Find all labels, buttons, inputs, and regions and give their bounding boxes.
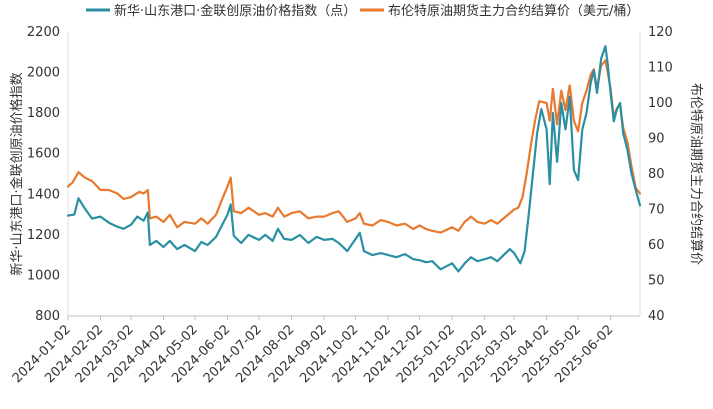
y-axis-left-title: 新华·山东港口·金联创原油价格指数 <box>9 72 25 275</box>
y-left-tick-label: 1800 <box>27 106 60 121</box>
y-left-tick-label: 1000 <box>27 268 60 283</box>
y-right-tick-label: 110 <box>648 61 673 76</box>
y-right-tick-label: 60 <box>648 238 665 253</box>
y-axis-right-title: 布伦特原油期货主力合约结算价 <box>688 83 704 265</box>
y-right-tick-label: 40 <box>648 309 665 324</box>
y-right-tick-label: 100 <box>648 96 673 111</box>
axes <box>67 32 641 317</box>
y-left-tick-label: 1600 <box>27 147 60 162</box>
series-line-brent <box>66 59 642 234</box>
y-left-tick-label: 800 <box>35 309 60 324</box>
y-left-tick-label: 2000 <box>27 66 60 81</box>
legend-label-brent: 布伦特原油期货主力合约结算价（美元/桶） <box>388 3 639 19</box>
y-right-tick-label: 120 <box>648 25 673 40</box>
y-right-tick-label: 50 <box>648 274 665 289</box>
x-axis-ticks: 2024-01-022024-02-022024-03-022024-04-02… <box>10 316 616 386</box>
y-axis-right-ticks: 40 50 60 70 80 90 100 110 120 <box>648 25 673 324</box>
series-layer <box>66 45 642 273</box>
y-axis-left-ticks: 800 1000 1200 1400 1600 1800 2000 2200 <box>27 25 60 324</box>
y-right-tick-label: 80 <box>648 167 665 182</box>
legend: 新华·山东港口·金联创原油价格指数（点） 布伦特原油期货主力合约结算价（美元/桶… <box>86 3 639 19</box>
y-right-tick-label: 90 <box>648 132 665 147</box>
y-right-tick-label: 70 <box>648 203 665 218</box>
y-left-tick-label: 2200 <box>27 25 60 40</box>
y-left-tick-label: 1200 <box>27 228 60 243</box>
legend-label-index: 新华·山东港口·金联创原油价格指数（点） <box>114 3 356 19</box>
y-left-tick-label: 1400 <box>27 187 60 202</box>
series-line-index <box>66 45 642 273</box>
